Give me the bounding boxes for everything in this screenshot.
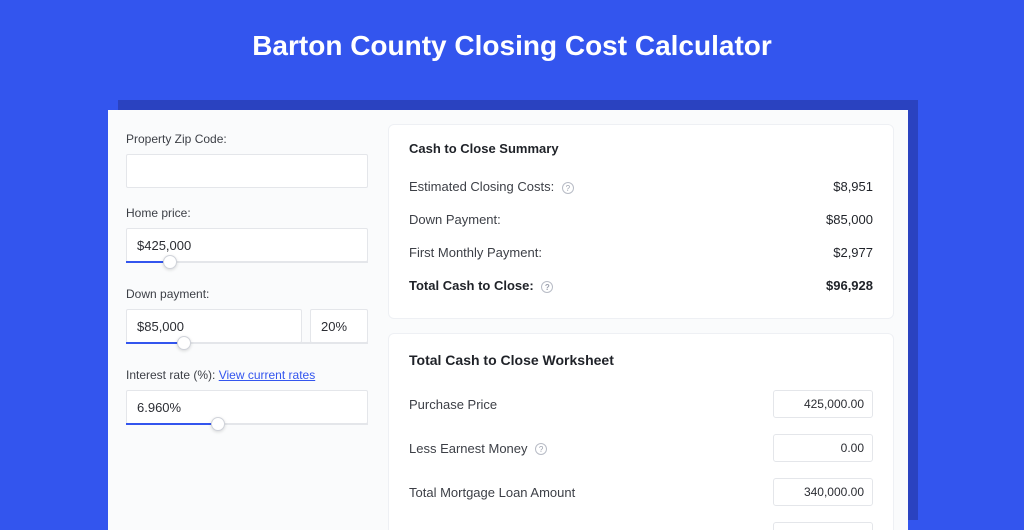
worksheet-input-mortgage-amount[interactable]: [773, 478, 873, 506]
worksheet-label: Purchase Price: [409, 397, 497, 412]
interest-rate-input[interactable]: [126, 390, 368, 424]
summary-row-total: Total Cash to Close: ? $96,928: [409, 269, 873, 302]
summary-value: $8,951: [833, 179, 873, 194]
worksheet-row-second-mortgage: Total Second Mortgage Amount: [409, 514, 873, 530]
page-title: Barton County Closing Cost Calculator: [0, 0, 1024, 82]
zip-field-group: Property Zip Code:: [126, 132, 368, 188]
summary-row-monthly-payment: First Monthly Payment: $2,977: [409, 236, 873, 269]
summary-label: Estimated Closing Costs:: [409, 179, 554, 194]
help-icon[interactable]: ?: [562, 182, 574, 194]
slider-fill: [126, 342, 184, 344]
worksheet-label: Less Earnest Money: [409, 441, 528, 456]
slider-thumb[interactable]: [211, 417, 225, 431]
summary-title: Cash to Close Summary: [409, 141, 873, 156]
summary-total-value: $96,928: [826, 278, 873, 293]
down-payment-pct-input[interactable]: [310, 309, 368, 343]
worksheet-input-earnest-money[interactable]: [773, 434, 873, 462]
interest-rate-slider[interactable]: [126, 423, 368, 431]
slider-fill: [126, 423, 218, 425]
summary-label: First Monthly Payment:: [409, 245, 542, 260]
worksheet-label: Total Mortgage Loan Amount: [409, 485, 575, 500]
slider-thumb[interactable]: [163, 255, 177, 269]
help-icon[interactable]: ?: [535, 443, 547, 455]
down-payment-slider[interactable]: [126, 342, 368, 350]
worksheet-row-purchase-price: Purchase Price: [409, 382, 873, 426]
zip-input[interactable]: [126, 154, 368, 188]
summary-value: $85,000: [826, 212, 873, 227]
interest-rate-field-group: Interest rate (%): View current rates: [126, 368, 368, 431]
summary-row-down-payment: Down Payment: $85,000: [409, 203, 873, 236]
down-payment-label: Down payment:: [126, 287, 368, 301]
help-icon[interactable]: ?: [541, 281, 553, 293]
worksheet-row-mortgage-amount: Total Mortgage Loan Amount: [409, 470, 873, 514]
worksheet-title: Total Cash to Close Worksheet: [409, 352, 873, 368]
home-price-label: Home price:: [126, 206, 368, 220]
summary-label: Down Payment:: [409, 212, 501, 227]
inputs-panel: Property Zip Code: Home price: Down paym…: [108, 110, 388, 530]
down-payment-input[interactable]: [126, 309, 302, 343]
summary-total-label: Total Cash to Close:: [409, 278, 534, 293]
home-price-field-group: Home price:: [126, 206, 368, 269]
interest-rate-label-text: Interest rate (%):: [126, 368, 215, 382]
interest-rate-label: Interest rate (%): View current rates: [126, 368, 368, 382]
calculator-card: Property Zip Code: Home price: Down paym…: [108, 110, 908, 530]
summary-row-closing-costs: Estimated Closing Costs: ? $8,951: [409, 170, 873, 203]
view-rates-link[interactable]: View current rates: [219, 368, 316, 382]
worksheet-input-second-mortgage[interactable]: [773, 522, 873, 530]
summary-box: Cash to Close Summary Estimated Closing …: [388, 124, 894, 319]
down-payment-field-group: Down payment:: [126, 287, 368, 350]
home-price-slider[interactable]: [126, 261, 368, 269]
worksheet-row-earnest-money: Less Earnest Money ?: [409, 426, 873, 470]
home-price-input[interactable]: [126, 228, 368, 262]
zip-label: Property Zip Code:: [126, 132, 368, 146]
slider-thumb[interactable]: [177, 336, 191, 350]
worksheet-input-purchase-price[interactable]: [773, 390, 873, 418]
results-panel: Cash to Close Summary Estimated Closing …: [388, 110, 908, 530]
summary-value: $2,977: [833, 245, 873, 260]
worksheet-box: Total Cash to Close Worksheet Purchase P…: [388, 333, 894, 530]
